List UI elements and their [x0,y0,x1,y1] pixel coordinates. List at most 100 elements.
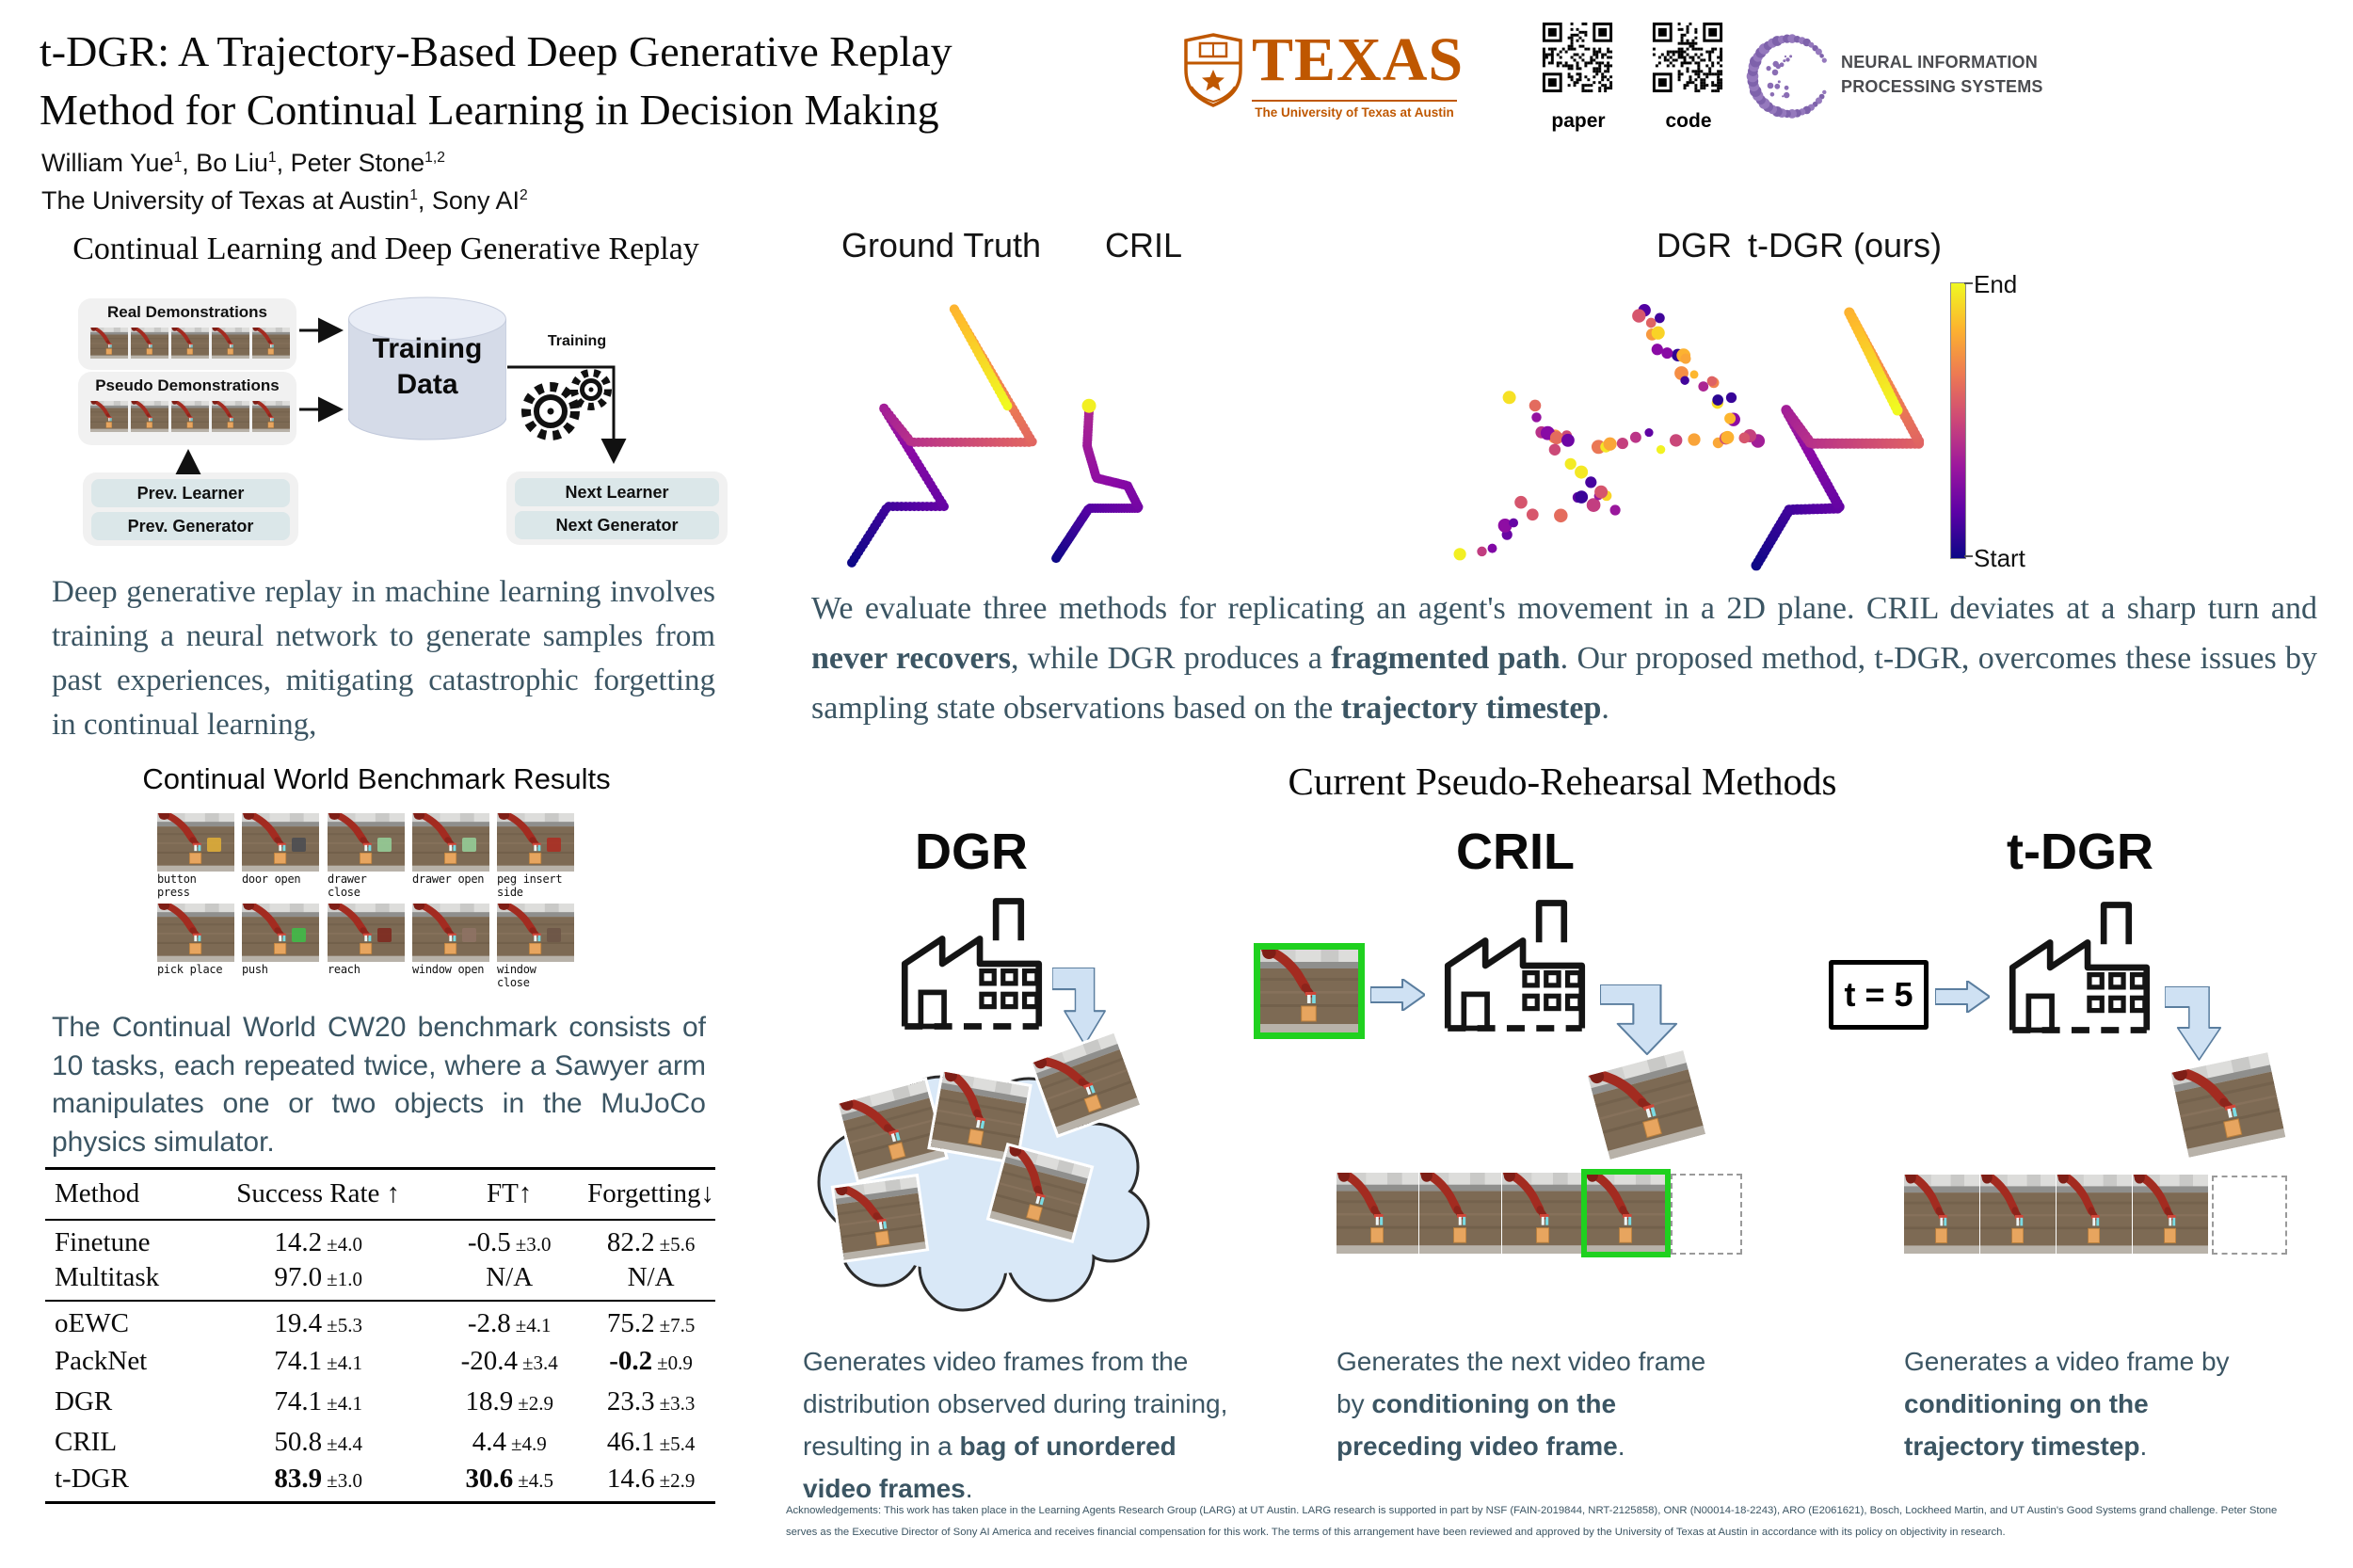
cloud-robot-frame [989,1146,1090,1240]
section-heading-continual-learning: Continual Learning and Deep Generative R… [72,232,699,266]
col-forgetting: Forgetting↓ [587,1178,714,1209]
task-cell-peg-insert-side: peg insert side [497,813,574,899]
trajectory-plots [847,304,1925,571]
plot-title-cril: CRIL [1104,226,1183,264]
metric-value: 14.6 ±2.9 [606,1464,696,1495]
method-name: oEWC [55,1307,129,1338]
metric-value: 74.1 ±4.1 [274,1345,362,1376]
task-object-chip [292,928,306,942]
metric-value: 83.9 ±3.0 [274,1464,362,1495]
colorbar-tick-top [1964,282,1973,284]
cloud-robot-frame [834,1177,926,1261]
task-cell-reach: reach [328,904,405,977]
strip-frame [1419,1173,1501,1254]
plasma-colorbar [1950,282,1966,559]
metric-value: 97.0 ±1.0 [274,1261,362,1292]
robot-frame-image [328,904,405,962]
method-name: PackNet [55,1345,148,1376]
strip-frame [2057,1175,2132,1254]
strip-frame [1502,1173,1584,1254]
tdgr-generated-frame [2171,1052,2286,1158]
metric-value: -0.5 ±3.0 [467,1226,552,1257]
metric-value: 14.2 ±4.0 [274,1226,362,1257]
task-cell-pick-place: pick place [157,904,234,977]
next-models-box: Next Learner Next Generator [506,472,728,545]
arrow-down-icon-cril [1600,984,1698,1056]
texas-subtext: The University of Texas at Austin [1252,100,1457,120]
robot-frame-image [412,813,489,872]
task-cell-door-open: door open [242,813,319,887]
diagram-arrows [175,317,627,474]
table-row-t-DGR: t-DGR 83.9 ±3.0 30.6 ±4.5 14.6 ±2.9 [45,1463,715,1503]
strip-frame [1904,1175,1979,1254]
robot-frame-image [412,904,489,962]
metric-value: 23.3 ±3.3 [606,1385,696,1416]
method-title-dgr: DGR [915,824,1028,880]
acknowledgements: Acknowledgements: This work has taken pl… [786,1505,2278,1538]
qr-paper-label: paper [1551,110,1606,132]
dgr-scatter [1453,304,1766,561]
task-label: peg insert side [497,872,563,899]
method-name: CRIL [55,1426,118,1457]
metric-value: 19.4 ±5.3 [274,1307,362,1338]
robot-frame-image [1337,1173,1418,1254]
cloud-robot-frame [838,1080,944,1179]
prev-generator-chip: Prev. Generator [91,512,290,540]
table-row-Multitask: Multitask 97.0 ±1.0 N/A N/A [45,1260,715,1301]
metric-value: -2.8 ±4.1 [467,1307,552,1338]
authors: William Yue1, Bo Liu1, Peter Stone1,2 [41,149,445,177]
robot-frame-image [838,1080,944,1179]
metric-value: N/A [486,1261,534,1292]
cloud-frames [798,1039,1151,1312]
task-object-chip [547,928,561,942]
robot-frame-image [242,813,319,872]
task-cell-drawer-open: drawer open [412,813,489,887]
arrow-right-icon-cril [1370,979,1425,1011]
training-arrow-label: Training [547,333,607,349]
metric-value: -0.2 ±0.9 [609,1345,693,1376]
arrow-right-icon-tdgr [1935,981,1990,1013]
empty-next-frame [2212,1176,2287,1255]
col-method: Method [55,1178,140,1209]
task-label: reach [328,963,360,976]
results-table: Method Success Rate ↑ FT↑ Forgetting↓ Fi… [45,1167,715,1504]
results-table-wrap: Method Success Rate ↑ FT↑ Forgetting↓ Fi… [45,1167,715,1504]
robot-frame-image [157,904,234,962]
task-cell-drawer-close: drawer close [328,813,405,899]
robot-frame-image [328,813,405,872]
pseudo-demos-label: Pseudo Demonstrations [95,376,280,394]
robot-frame-image [1904,1175,1979,1254]
real-demos-label: Real Demonstrations [106,303,268,321]
robot-frame-image [2171,1052,2286,1158]
pseudo-demos-box: Pseudo Demonstrations [78,372,296,445]
method-title-cril: CRIL [1456,824,1575,880]
strip-frame [2133,1175,2208,1254]
task-cell-button-press: button press [157,813,234,899]
qr-paper-code-image [1537,17,1618,98]
table-row-Finetune: Finetune 14.2 ±4.0 -0.5 ±3.0 82.2 ±5.6 [45,1220,715,1260]
real-demos-box: Real Demonstrations [78,298,296,370]
method-name: Finetune [55,1226,151,1257]
arrow-down-icon-tdgr [2165,986,2236,1062]
task-cell-window-open: window open [412,904,489,977]
intro-paragraph: Deep generative replay in machine learni… [52,575,715,742]
task-label: push [242,963,268,976]
neurips-swirl-icon [1746,34,1827,119]
task-object-chip [377,838,392,852]
task-cell-window-close: window close [497,904,574,989]
dgr-flow-diagram: Real Demonstrations Pseudo Demonstration… [45,286,732,561]
task-label: window open [412,963,485,976]
task-label: pick place [157,963,223,976]
task-label: door open [242,872,301,886]
task-label: drawer close [328,872,367,899]
unordered-frames-cloud [798,1039,1151,1317]
robot-frame-image [1419,1173,1501,1254]
method-name: DGR [55,1385,113,1416]
empty-next-frame [1671,1174,1742,1255]
robot-frame-image [834,1177,926,1261]
task-object-chip [377,928,392,942]
metric-value: 74.1 ±4.1 [274,1385,362,1416]
task-cell-push: push [242,904,319,977]
training-data-cylinder [347,296,507,443]
section-heading-methods: Current Pseudo-Rehearsal Methods [1288,760,1837,803]
